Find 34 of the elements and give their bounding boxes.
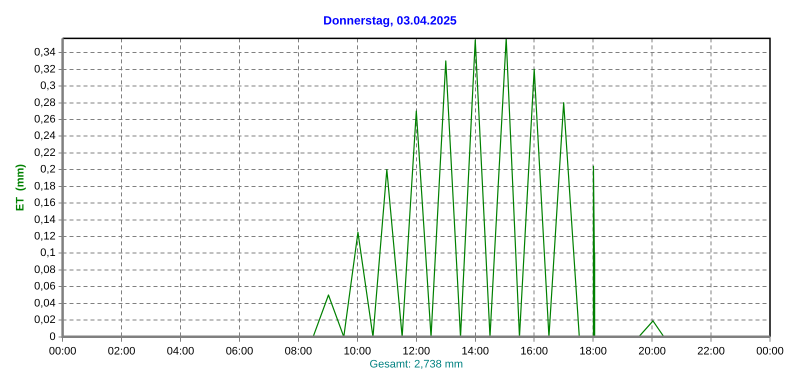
y-tick-label: 0,02 [34,314,56,326]
x-tick-label: 18:00 [579,345,607,358]
x-tick-label: 22:00 [697,345,725,358]
x-tick-label: 04:00 [166,345,194,358]
chart-title: Donnerstag, 03.04.2025 [323,14,458,28]
x-tick-label: 00:00 [48,345,76,358]
x-tick-label: 00:00 [756,345,784,358]
y-tick-label: 0,3 [40,80,56,92]
y-tick-label: 0,28 [34,96,56,109]
y-tick-label: 0,08 [34,264,56,276]
x-tick-label: 20:00 [638,345,666,358]
y-tick-label: 0,22 [34,146,56,159]
y-tick-label: 0,1 [40,247,56,260]
x-tick-label: 08:00 [284,345,312,358]
y-tick-label: 0,16 [34,197,56,210]
y-tick-label: 0,34 [34,46,56,59]
x-tick-label: 02:00 [108,345,136,358]
x-tick-label: 14:00 [461,345,490,358]
y-tick-label: 0,2 [40,164,56,176]
y-tick-label: 0,14 [34,214,56,226]
y-tick-label: 0,24 [34,130,56,142]
y-tick-label: 0,32 [34,63,56,76]
x-tick-label: 06:00 [226,345,254,358]
y-tick-label: 0,06 [34,280,56,293]
y-tick-label: 0 [49,330,56,343]
text: Gesamt: 2,738 mm [370,358,464,370]
y-tick-label: 0,04 [34,297,56,310]
y-axis-title: ET (mm) [14,164,27,212]
x-tick-label: 10:00 [344,345,372,358]
x-tick-label: 16:00 [520,345,548,358]
y-tick-label: 0,26 [34,114,56,126]
y-tick-label: 0,18 [34,180,56,192]
y-tick-label: 0,12 [34,230,56,243]
x-tick-label: 12:00 [402,345,430,358]
